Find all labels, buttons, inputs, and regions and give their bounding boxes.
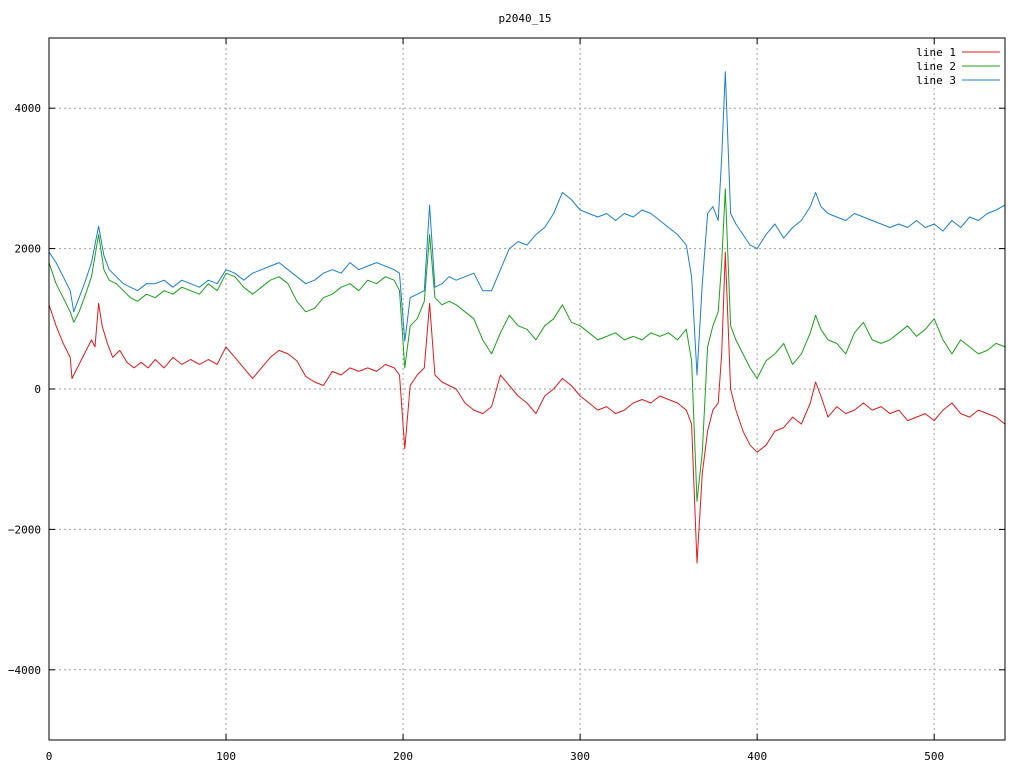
x-tick-label: 500 [924, 750, 944, 763]
plot-frame [48, 37, 1006, 741]
x-tick-label: 200 [393, 750, 413, 763]
legend-label-3: line 3 [916, 74, 956, 87]
legend-label-1: line 1 [916, 46, 956, 59]
x-tick-label: 0 [46, 750, 53, 763]
axis-ticks: 0 100 200 300 400 500 −4000 −2000 0 2000 4000 [8, 38, 1005, 763]
y-tick-label: 2000 [15, 243, 42, 256]
series-line-1 [48, 251, 1006, 564]
x-tick-label: 400 [747, 750, 767, 763]
x-tick-label: 300 [570, 750, 590, 763]
grid [49, 38, 1005, 740]
legend-label-2: line 2 [916, 60, 956, 73]
y-tick-label: −4000 [8, 664, 41, 677]
y-tick-label: 4000 [15, 102, 42, 115]
series-line-2 [48, 188, 1006, 502]
y-tick-label: −2000 [8, 523, 41, 536]
chart-title: p2040_15 [499, 12, 552, 25]
y-tick-label: 0 [34, 383, 41, 396]
series-group [48, 71, 1006, 564]
x-tick-label: 100 [216, 750, 236, 763]
series-line-3 [48, 71, 1006, 376]
